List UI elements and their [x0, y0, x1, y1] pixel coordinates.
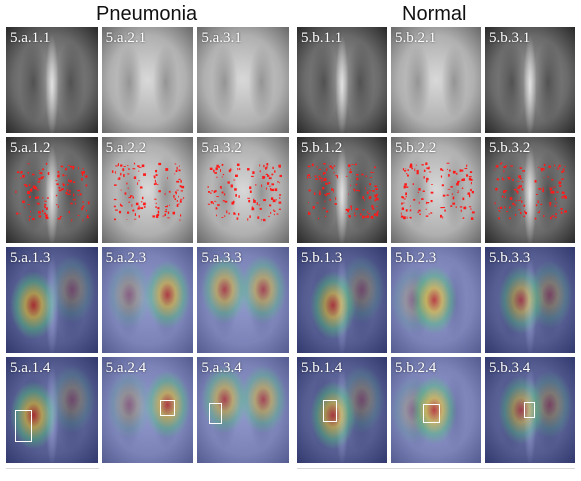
pneumonia-grid: 5.a.1.1 5.a.2.1 5.a.3.1 5.a.1.2 5.a.2.2 5.a.3… [6, 27, 290, 467]
attention-heatmap [297, 247, 387, 353]
attention-heatmap [197, 247, 290, 353]
xray-panel: 5.a.3.3 [197, 247, 290, 353]
chest-xray-image [6, 137, 98, 243]
xray-panel: 5.a.3.4 [197, 357, 290, 463]
bounding-box [209, 402, 223, 424]
red-highlight-overlay [111, 162, 184, 222]
pneumonia-row-2: 5.a.1.2 5.a.2.2 5.a.3.2 [6, 137, 290, 243]
panel-label: 5.b.3.1 [489, 30, 531, 46]
normal-row-2: 5.b.1.2 5.b.2.2 5.b.3.2 [297, 137, 575, 243]
panel-label: 5.a.3.3 [201, 250, 242, 266]
attention-heatmap [197, 357, 290, 463]
panel-label: 5.b.1.3 [301, 250, 343, 266]
red-highlight-overlay [400, 162, 475, 220]
bounding-box [160, 400, 175, 417]
chest-xray-image [485, 137, 575, 243]
xray-panel: 5.a.2.3 [101, 247, 194, 353]
xray-panel: 5.b.1.3 [297, 247, 387, 353]
bounding-box [323, 400, 338, 422]
normal-row-4: 5.b.1.4 5.b.2.4 5.b.3.4 [297, 357, 575, 463]
attention-heatmap [485, 247, 575, 353]
xray-panel: 5.b.2.3 [391, 247, 481, 353]
xray-panel: 5.b.3.1 [485, 27, 575, 133]
pneumonia-row-3: 5.a.1.3 5.a.2.3 5.a.3.3 [6, 247, 290, 353]
normal-row-1: 5.b.1.1 5.b.2.1 5.b.3.1 [297, 27, 575, 133]
bounding-box [423, 403, 440, 423]
xray-panel: 5.a.2.4 [101, 357, 194, 463]
chest-xray-image [391, 27, 481, 133]
panel-label: 5.b.2.4 [395, 360, 437, 376]
attention-heatmap [101, 357, 194, 463]
xray-panel: 5.b.3.2 [485, 137, 575, 243]
panel-label: 5.a.2.2 [105, 140, 147, 156]
panel-label: 5.a.1.2 [10, 140, 51, 156]
xray-panel: 5.b.1.2 [297, 137, 387, 243]
panel-label: 5.b.2.2 [395, 140, 437, 156]
panel-label: 5.a.3.2 [201, 140, 242, 156]
pneumonia-row-1: 5.a.1.1 5.a.2.1 5.a.3.1 [6, 27, 290, 133]
pneumonia-row-4: 5.a.1.4 5.a.2.4 5.a.3.4 [6, 357, 290, 463]
red-highlight-overlay [307, 163, 379, 220]
panel-label: 5.b.1.4 [301, 360, 343, 376]
xray-panel: 5.a.3.1 [197, 27, 290, 133]
panel-label: 5.b.1.1 [301, 30, 343, 46]
panel-label: 5.a.2.1 [105, 30, 147, 46]
red-highlight-overlay [494, 162, 567, 220]
red-highlight-overlay [207, 163, 283, 222]
xray-panel: 5.b.2.2 [391, 137, 481, 243]
bounding-box [523, 401, 536, 419]
xray-panel: 5.a.1.2 [6, 137, 98, 243]
xray-panel: 5.a.2.2 [101, 137, 194, 243]
panel-label: 5.a.3.1 [201, 30, 242, 46]
chest-xray-image [197, 27, 290, 133]
panel-label: 5.b.3.4 [489, 360, 531, 376]
attention-heatmap [297, 357, 387, 463]
panel-label: 5.a.2.3 [105, 250, 147, 266]
attention-heatmap [391, 247, 481, 353]
red-highlight-overlay [15, 162, 90, 222]
panel-label: 5.a.1.3 [10, 250, 51, 266]
xray-panel: 5.a.3.2 [197, 137, 290, 243]
xray-panel: 5.a.1.1 [6, 27, 98, 133]
xray-panel: 5.b.1.1 [297, 27, 387, 133]
normal-row-3: 5.b.1.3 5.b.2.3 5.b.3.3 [297, 247, 575, 353]
divider-left [6, 468, 99, 469]
panel-label: 5.a.3.4 [201, 360, 242, 376]
xray-panel: 5.a.2.1 [101, 27, 194, 133]
panel-label: 5.b.2.1 [395, 30, 437, 46]
attention-heatmap [6, 247, 98, 353]
normal-heading: Normal [402, 3, 467, 25]
chest-xray-image [297, 137, 387, 243]
panel-label: 5.a.1.1 [10, 30, 51, 46]
panel-label: 5.b.3.2 [489, 140, 531, 156]
panel-label: 5.a.2.4 [105, 360, 147, 376]
normal-grid: 5.b.1.1 5.b.2.1 5.b.3.1 5.b.1.2 5.b.2.2 5.b.3… [297, 27, 575, 467]
xray-panel: 5.b.2.4 [391, 357, 481, 463]
xray-panel: 5.b.2.1 [391, 27, 481, 133]
xray-panel: 5.b.3.4 [485, 357, 575, 463]
chest-xray-image [485, 27, 575, 133]
attention-heatmap [391, 357, 481, 463]
xray-panel: 5.b.3.3 [485, 247, 575, 353]
attention-heatmap [485, 357, 575, 463]
pneumonia-heading: Pneumonia [96, 3, 198, 25]
panel-label: 5.b.2.3 [395, 250, 437, 266]
chest-xray-image [101, 27, 194, 133]
xray-panel: 5.a.1.3 [6, 247, 98, 353]
xray-panel: 5.a.1.4 [6, 357, 98, 463]
panel-label: 5.a.1.4 [10, 360, 51, 376]
bounding-box [15, 410, 32, 442]
divider-right [297, 468, 575, 469]
xray-panel: 5.b.1.4 [297, 357, 387, 463]
panel-label: 5.b.3.3 [489, 250, 531, 266]
chest-xray-image [6, 27, 98, 133]
chest-xray-image [391, 137, 481, 243]
chest-xray-image [297, 27, 387, 133]
panel-label: 5.b.1.2 [301, 140, 343, 156]
attention-heatmap [101, 247, 194, 353]
